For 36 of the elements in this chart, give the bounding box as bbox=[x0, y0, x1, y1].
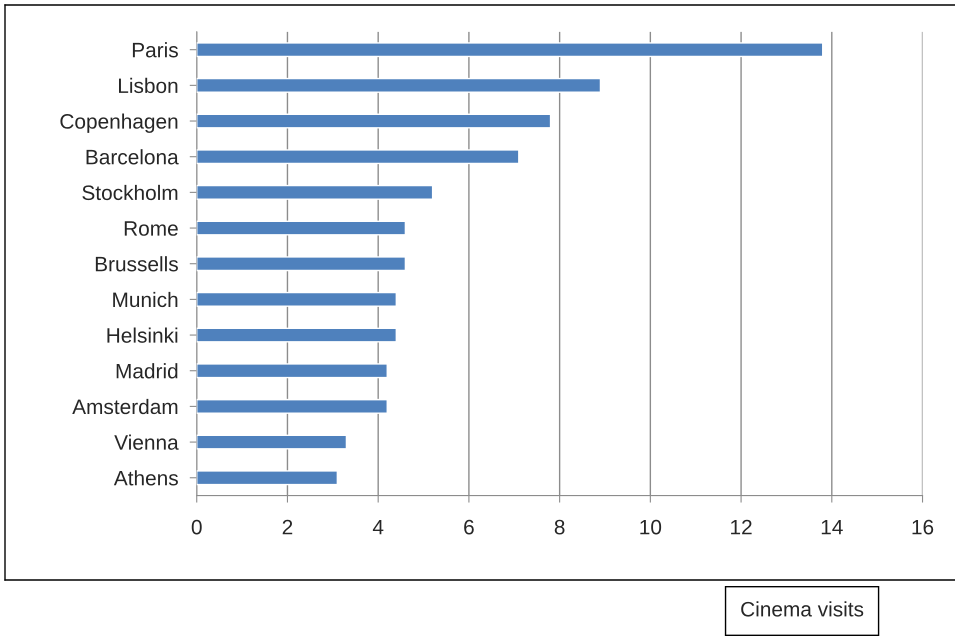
y-tick-label: Barcelona bbox=[86, 149, 179, 164]
y-tick-label: Helsinki bbox=[107, 328, 178, 343]
x-tick-label: 0 bbox=[192, 520, 202, 534]
x-tick-label: 2 bbox=[282, 520, 292, 534]
bar bbox=[196, 220, 406, 236]
bar bbox=[196, 78, 602, 93]
x-tick-label: 10 bbox=[640, 520, 662, 534]
bar bbox=[196, 256, 406, 272]
bar bbox=[196, 328, 398, 343]
y-tick-label: Copenhagen bbox=[60, 113, 178, 133]
text: Cinema visits bbox=[741, 601, 864, 617]
bar bbox=[196, 470, 338, 486]
y-tick-label: Athens bbox=[114, 470, 178, 486]
y-tick-label: Munich bbox=[113, 292, 178, 308]
y-tick-label: Madrid bbox=[116, 363, 178, 378]
y-tick-label: Lisbon bbox=[118, 78, 178, 94]
y-tick-label: Amsterdam bbox=[72, 398, 178, 414]
bar bbox=[196, 114, 552, 129]
bar bbox=[196, 398, 388, 414]
bar bbox=[196, 184, 434, 200]
bar bbox=[196, 149, 520, 164]
bar bbox=[196, 42, 824, 58]
bar bbox=[196, 363, 388, 378]
bar bbox=[196, 434, 348, 450]
x-tick-label: 8 bbox=[554, 520, 565, 534]
y-tick-label: Paris bbox=[132, 42, 178, 58]
y-tick-label: Brussells bbox=[96, 256, 178, 272]
x-tick-label: 16 bbox=[912, 520, 934, 534]
x-tick-label: 6 bbox=[464, 520, 474, 534]
y-tick-label: Rome bbox=[124, 221, 178, 236]
x-tick-label: 12 bbox=[731, 520, 752, 534]
y-tick-label: Vienna bbox=[114, 434, 179, 450]
bar bbox=[196, 292, 398, 307]
x-tick-label: 14 bbox=[822, 520, 843, 534]
x-tick-label: 4 bbox=[372, 520, 384, 534]
y-tick-label: Stockholm bbox=[82, 184, 178, 200]
